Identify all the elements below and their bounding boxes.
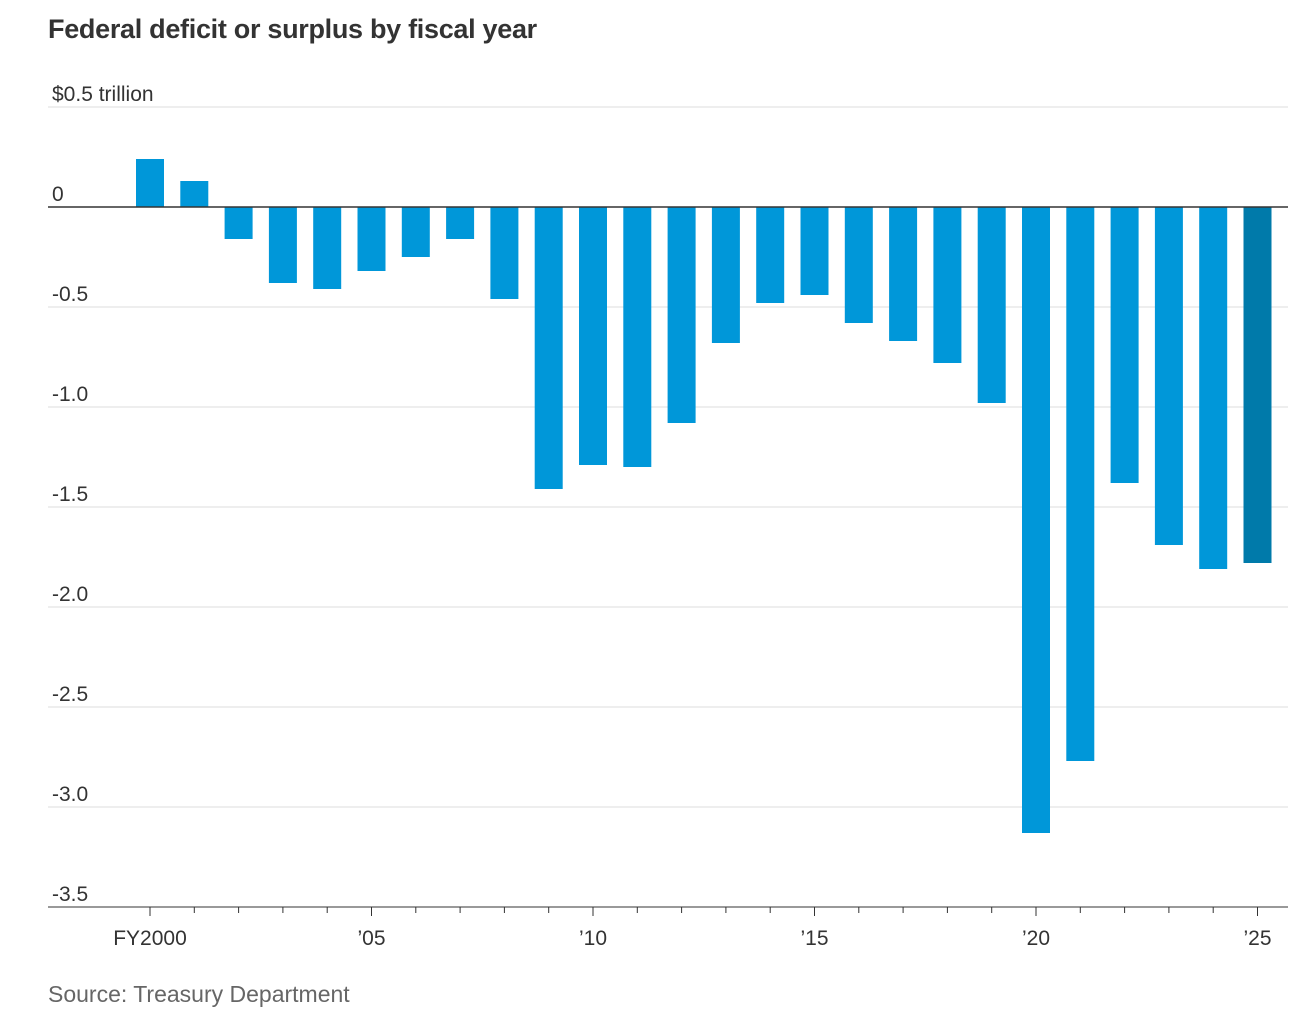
x-tick-label: ’05 [357, 927, 385, 950]
bar-2000 [136, 159, 164, 207]
y-tick-label: -3.5 [52, 883, 88, 906]
bar-2005 [357, 207, 386, 271]
x-tick-label: ’25 [1243, 927, 1271, 950]
bar-2008 [490, 207, 519, 299]
bar-2009 [534, 207, 563, 489]
y-tick-label: 0 [52, 183, 64, 206]
y-tick-label: -1.0 [52, 383, 88, 406]
bar-2002 [224, 207, 253, 239]
bar-2020 [1022, 207, 1050, 833]
y-tick-label: $0.5 trillion [52, 83, 154, 106]
bar-2024 [1199, 207, 1228, 569]
chart-title: Federal deficit or surplus by fiscal yea… [48, 14, 537, 44]
x-tick-label: ’10 [579, 927, 607, 950]
bar-2010 [579, 207, 607, 465]
y-tick-label: -3.0 [52, 783, 88, 806]
bar-2019 [977, 207, 1006, 403]
bar-2013 [711, 207, 740, 343]
bar-2022 [1110, 207, 1139, 483]
bar-2006 [401, 207, 430, 257]
bar-2011 [623, 207, 652, 467]
x-tick-label: ’20 [1022, 927, 1050, 950]
bar-2015 [800, 207, 829, 295]
bar-2023 [1154, 207, 1183, 545]
source-note: Source: Treasury Department [48, 981, 350, 1007]
bar-2003 [268, 207, 297, 283]
bar-2001 [180, 181, 209, 207]
y-axis-labels: $0.5 trillion 0 -0.5 -1.0 -1.5 -2.0 -2.5 -3.0 -3… [52, 83, 154, 906]
x-tick-label: ’15 [800, 927, 828, 950]
bar-2018 [933, 207, 962, 363]
bar-2016 [844, 207, 873, 323]
y-tick-label: -1.5 [52, 483, 88, 506]
bar-2004 [313, 207, 342, 289]
bar-2007 [446, 207, 475, 239]
bar-2025 [1243, 207, 1272, 563]
bar-2017 [889, 207, 918, 341]
bars [136, 159, 1272, 833]
x-tick-label: FY2000 [113, 927, 187, 950]
y-tick-label: -2.5 [52, 683, 88, 706]
y-tick-label: -2.0 [52, 583, 88, 606]
bar-2021 [1066, 207, 1095, 761]
bar-2012 [667, 207, 696, 423]
x-axis: FY2000 ’05 ’10 ’15 ’20 ’25 [48, 206, 1288, 950]
bar-2014 [756, 207, 785, 303]
y-tick-label: -0.5 [52, 283, 88, 306]
